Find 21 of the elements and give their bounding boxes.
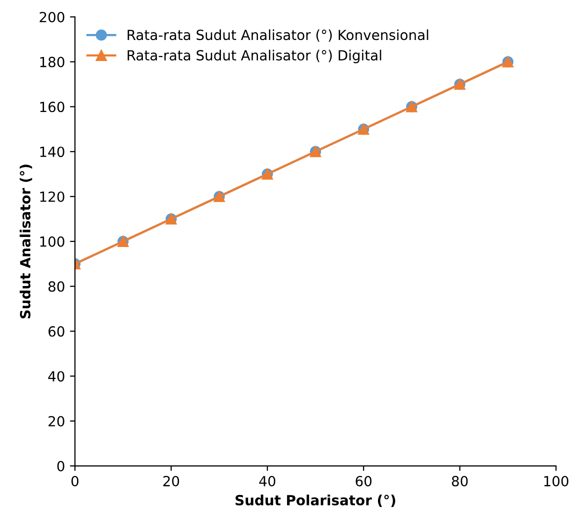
legend-label: Rata-rata Sudut Analisator (°) Konvensional — [128, 29, 428, 42]
y-tick-label: 140 — [40, 146, 64, 158]
x-tick-label: 60 — [356, 476, 372, 486]
y-tick-label: 20 — [48, 416, 64, 426]
y-tick-label: 0 — [57, 460, 64, 472]
y-tick-label: 100 — [40, 236, 64, 247]
y-tick-label: 40 — [48, 371, 64, 382]
x-tick-label: 40 — [259, 476, 276, 486]
y-tick-label: 60 — [48, 326, 64, 337]
x-tick-label: 100 — [544, 476, 568, 486]
x-tick-label: 20 — [163, 476, 180, 486]
x-tick-label: 80 — [452, 476, 468, 486]
y-tick-label: 180 — [40, 56, 64, 68]
x-axis-title: Sudut Polarisator (°) — [236, 494, 396, 508]
y-tick-label: 80 — [48, 281, 64, 292]
legend-label: Rata-rata Sudut Analisator (°) Digital — [128, 50, 382, 64]
y-tick-label: 160 — [40, 102, 64, 112]
y-tick-label: 200 — [40, 12, 64, 22]
y-axis-title: Sudut Analisator (°) — [20, 164, 32, 318]
x-tick-label: 0 — [71, 476, 78, 486]
y-tick-label: 120 — [40, 191, 64, 202]
